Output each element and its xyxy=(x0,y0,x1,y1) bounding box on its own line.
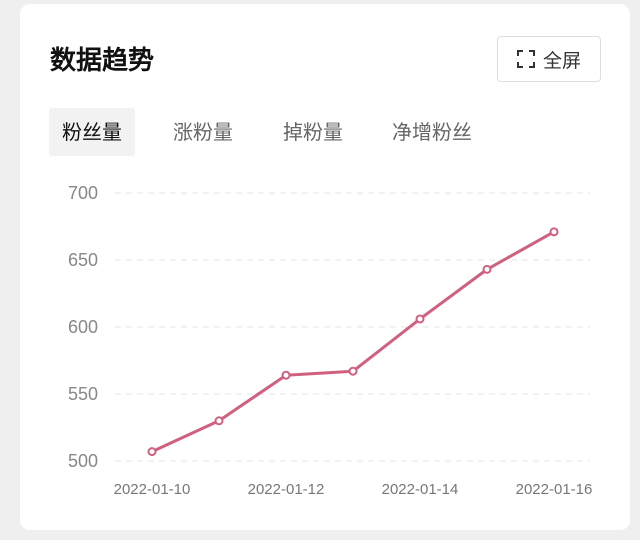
data-point xyxy=(482,264,492,274)
tab[interactable]: 涨粉量 xyxy=(173,120,233,144)
data-point xyxy=(348,366,358,376)
x-tick-label: 2022-01-10 xyxy=(114,481,191,498)
data-point xyxy=(214,416,224,426)
fullscreen-icon xyxy=(516,50,535,68)
y-tick-label: 550 xyxy=(68,384,98,404)
y-tick-label: 650 xyxy=(68,250,98,270)
data-point xyxy=(415,314,425,324)
y-tick-label: 600 xyxy=(68,317,98,337)
tab[interactable]: 粉丝量 xyxy=(49,108,135,156)
data-line xyxy=(151,230,555,453)
button-label: 全屏 xyxy=(542,49,581,72)
card: 数据趋势 全屏 粉丝量 涨粉量 掉粉量 净增粉丝 xyxy=(20,4,630,530)
x-tick-label: 2022-01-16 xyxy=(516,481,593,498)
tab[interactable]: 净增粉丝 xyxy=(392,120,472,144)
x-tick-label: 2022-01-12 xyxy=(248,481,325,498)
section-title: 数据趋势 xyxy=(50,46,155,76)
data-point xyxy=(281,370,291,380)
fullscreen-button[interactable]: 全屏 xyxy=(497,36,601,82)
tab[interactable]: 掉粉量 xyxy=(283,120,343,144)
y-tick-label: 700 xyxy=(68,183,98,203)
data-point xyxy=(147,447,157,457)
y-tick-label: 500 xyxy=(68,451,98,471)
x-tick-label: 2022-01-14 xyxy=(382,481,459,498)
data-point xyxy=(549,227,559,237)
